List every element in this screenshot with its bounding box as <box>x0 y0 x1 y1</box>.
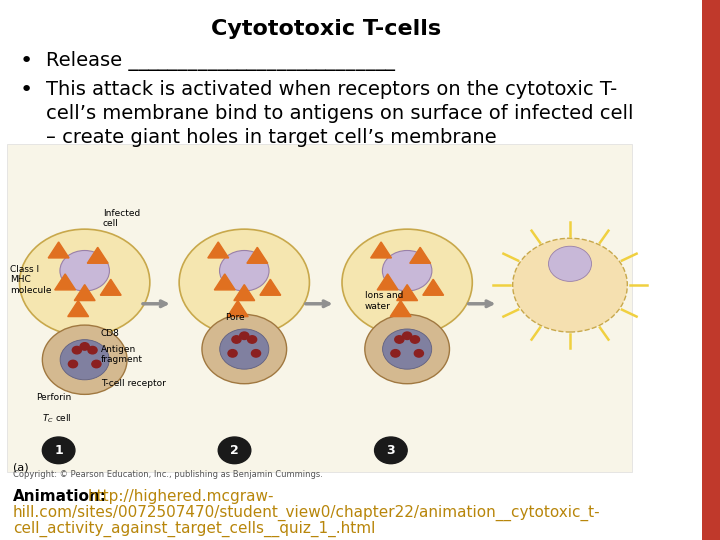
Polygon shape <box>228 301 248 316</box>
Text: http://highered.mcgraw-: http://highered.mcgraw- <box>88 489 274 504</box>
Text: This attack is activated when receptors on the cytotoxic T-: This attack is activated when receptors … <box>45 80 617 99</box>
Text: (a): (a) <box>13 462 29 472</box>
Circle shape <box>549 246 592 281</box>
Polygon shape <box>55 274 76 290</box>
Polygon shape <box>234 285 255 301</box>
Text: hill.com/sites/0072507470/student_view0/chapter22/animation__cytotoxic_t-: hill.com/sites/0072507470/student_view0/… <box>13 505 600 522</box>
Circle shape <box>251 349 261 357</box>
Polygon shape <box>87 247 108 264</box>
Circle shape <box>228 349 237 357</box>
Polygon shape <box>208 242 229 258</box>
Polygon shape <box>74 285 95 301</box>
Text: CD8: CD8 <box>101 329 120 338</box>
Text: Perforin: Perforin <box>36 393 71 402</box>
Polygon shape <box>260 279 281 295</box>
Circle shape <box>42 325 127 394</box>
Circle shape <box>342 229 472 336</box>
Text: Antigen
fragment: Antigen fragment <box>101 345 143 364</box>
Polygon shape <box>371 242 392 258</box>
Circle shape <box>240 332 249 340</box>
Circle shape <box>391 349 400 357</box>
Text: Pore: Pore <box>225 313 244 322</box>
Polygon shape <box>397 285 418 301</box>
Text: Animation:: Animation: <box>13 489 107 504</box>
Text: T-cell receptor: T-cell receptor <box>101 379 166 388</box>
FancyBboxPatch shape <box>6 144 632 471</box>
Text: Release ___________________________: Release ___________________________ <box>45 51 395 71</box>
Circle shape <box>395 336 404 343</box>
Text: Cytototoxic T-cells: Cytototoxic T-cells <box>211 19 441 39</box>
Circle shape <box>365 314 449 384</box>
Text: •: • <box>19 80 33 100</box>
Text: •: • <box>19 51 33 71</box>
Circle shape <box>374 437 407 464</box>
Circle shape <box>414 349 423 357</box>
Circle shape <box>382 251 432 291</box>
Text: – create giant holes in target cell’s membrane: – create giant holes in target cell’s me… <box>45 128 496 147</box>
Polygon shape <box>68 301 89 316</box>
Circle shape <box>232 336 241 343</box>
Text: Copyright: © Pearson Education, Inc., publishing as Benjamin Cummings.: Copyright: © Pearson Education, Inc., pu… <box>13 470 323 479</box>
Circle shape <box>80 343 89 350</box>
Circle shape <box>92 360 101 368</box>
Circle shape <box>19 229 150 336</box>
Polygon shape <box>377 274 398 290</box>
Polygon shape <box>247 247 268 264</box>
Polygon shape <box>410 247 431 264</box>
Circle shape <box>410 336 420 343</box>
Text: Infected
cell: Infected cell <box>103 209 140 228</box>
Circle shape <box>88 347 97 354</box>
Circle shape <box>179 229 310 336</box>
Circle shape <box>248 336 256 343</box>
Circle shape <box>218 437 251 464</box>
Circle shape <box>42 437 75 464</box>
Circle shape <box>60 251 109 291</box>
Text: cell’s membrane bind to antigens on surface of infected cell: cell’s membrane bind to antigens on surf… <box>45 104 633 123</box>
Text: Class I
MHC
molecule: Class I MHC molecule <box>10 265 51 295</box>
Circle shape <box>72 347 81 354</box>
Polygon shape <box>48 242 69 258</box>
Text: Ions and
water: Ions and water <box>365 292 403 311</box>
Text: cell_activity_against_target_cells__quiz_1_.html: cell_activity_against_target_cells__quiz… <box>13 521 375 537</box>
Text: 1: 1 <box>54 444 63 457</box>
Polygon shape <box>215 274 235 290</box>
Polygon shape <box>390 301 411 316</box>
Circle shape <box>60 340 109 380</box>
Circle shape <box>513 238 627 332</box>
Circle shape <box>382 329 432 369</box>
Circle shape <box>202 314 287 384</box>
Polygon shape <box>100 279 121 295</box>
Text: 3: 3 <box>387 444 395 457</box>
Circle shape <box>402 332 412 340</box>
Polygon shape <box>423 279 444 295</box>
Circle shape <box>220 251 269 291</box>
Text: 2: 2 <box>230 444 239 457</box>
Circle shape <box>220 329 269 369</box>
Circle shape <box>68 360 78 368</box>
Text: $T_C$ cell: $T_C$ cell <box>42 412 72 424</box>
